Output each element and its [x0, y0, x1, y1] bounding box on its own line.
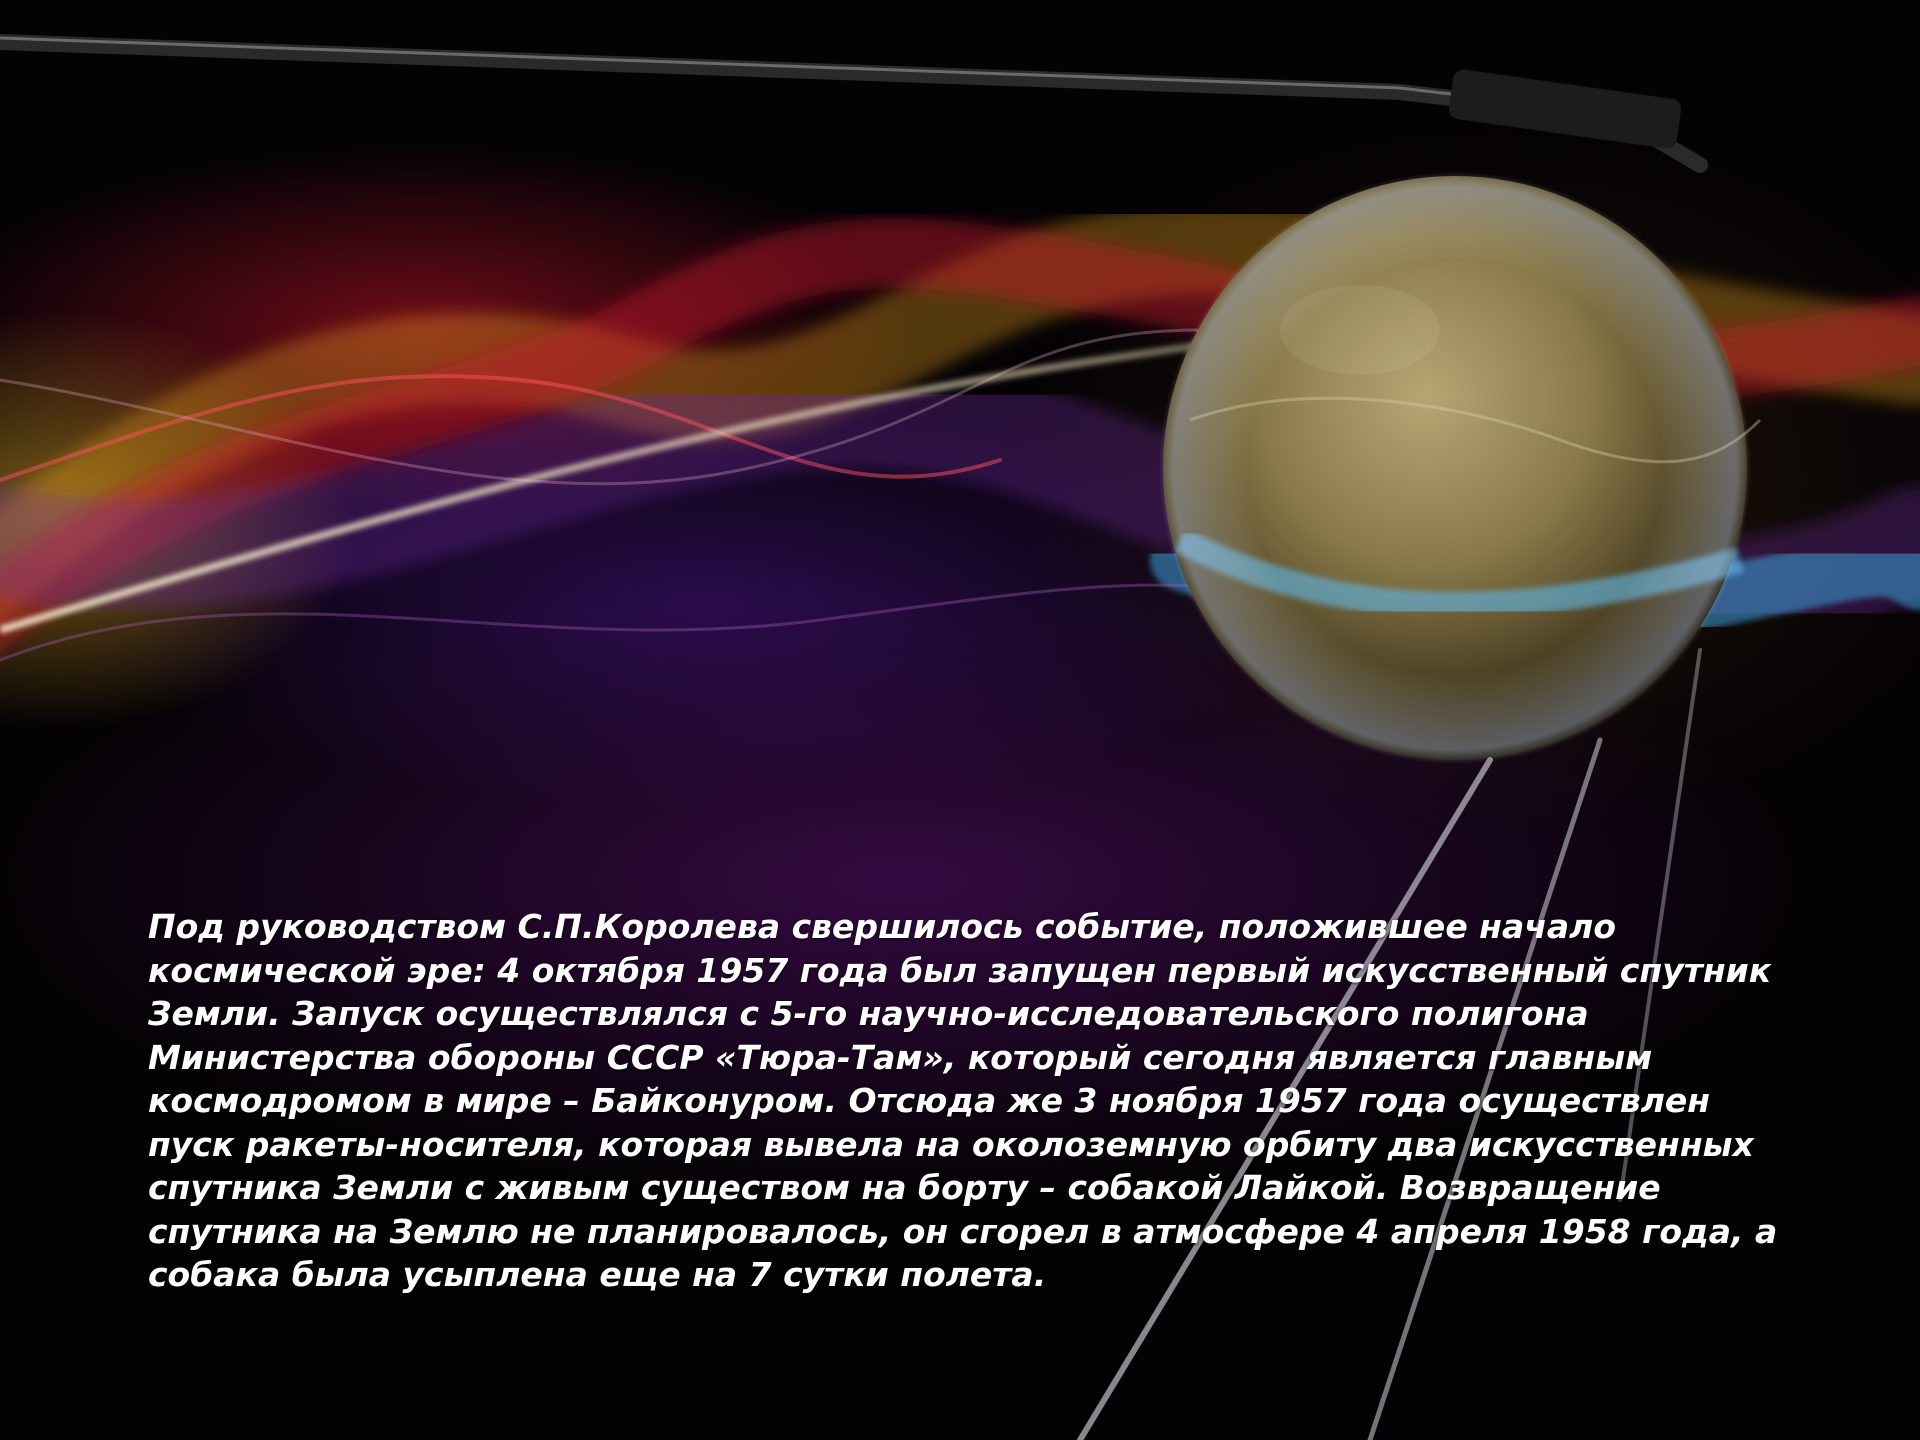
caption-line: Земли. Запуск осуществлялся с 5-го научн… [148, 994, 1589, 1033]
satellite-sphere [1159, 172, 1762, 764]
caption-text: Под руководством С.П.Королева свершилось… [148, 905, 1798, 1297]
antenna-bottom [1077, 648, 1702, 1440]
caption-line: Под руководством С.П.Королева свершилось… [148, 907, 1617, 946]
caption-line: собака была усыплена еще на 7 сутки поле… [148, 1255, 1047, 1294]
caption-line: космодромом в мире – Байконуром. Отсюда … [148, 1081, 1711, 1120]
caption-line: спутника на Землю не планировалось, он с… [148, 1211, 1778, 1251]
caption-line: Министерства обороны СССР «Тюра-Там», ко… [148, 1037, 1653, 1077]
caption-line: космической эре: 4 октября 1957 года был… [148, 950, 1772, 990]
caption-line: пуск ракеты-носителя, которая вывела на … [148, 1124, 1754, 1164]
antenna-top [0, 34, 1708, 173]
caption-line: спутника Земли с живым существом на борт… [148, 1168, 1661, 1207]
